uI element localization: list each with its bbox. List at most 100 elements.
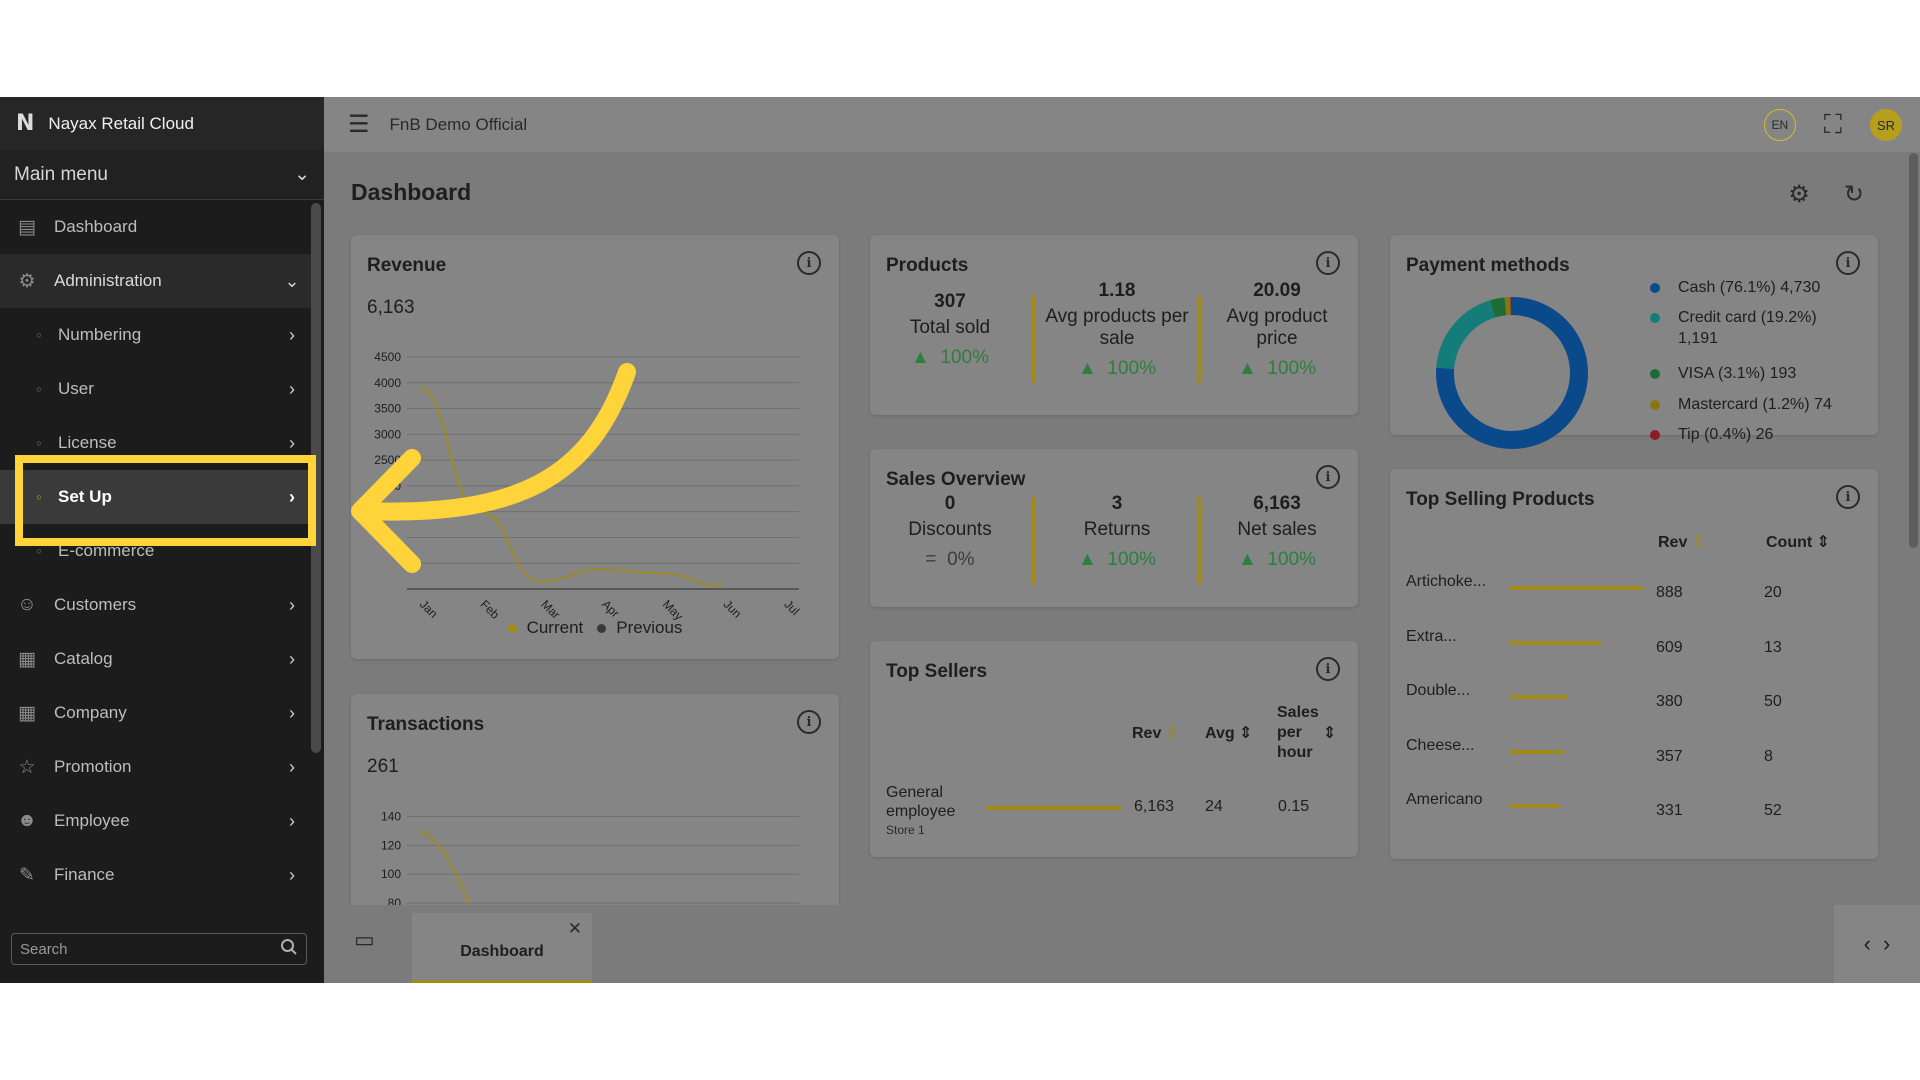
payment-legend-item[interactable]: Tip (0.4%) 26 [1650,424,1858,445]
metric-value: 3 [1111,493,1123,514]
fullscreen-icon[interactable]: ⛶ [1823,109,1842,139]
scrollbar-thumb[interactable] [1909,153,1918,548]
close-icon[interactable]: ✕ [567,919,582,938]
legend-label: Tip (0.4%) 26 [1678,426,1774,443]
sort-icon: ⇕ [1239,725,1253,742]
sidebar-item-numbering[interactable]: ○ Numbering › [0,308,312,362]
bullet-icon: ○ [36,492,42,502]
column-header-avg[interactable]: Avg ⇕ [1205,723,1253,743]
sidebar-item-employee[interactable]: ☻ Employee › [0,794,312,848]
sidebar-item-set-up[interactable]: ○ Set Up › [0,470,312,524]
transactions-total: 261 [367,756,399,777]
product-rev-bar [1510,804,1560,808]
card-title: Products [886,255,969,276]
info-icon[interactable]: i [797,251,821,275]
sidebar-item-user[interactable]: ○ User › [0,362,312,416]
catalog-icon: ▦ [18,648,36,670]
sidebar-item-label: Set Up [58,487,112,506]
dashboard-icon: ▤ [18,216,36,238]
sidebar-item-label: Finance [54,865,115,884]
organization-name[interactable]: FnB Demo Official [389,114,528,134]
sidebar-item-catalog[interactable]: ▦ Catalog › [0,632,312,686]
product-rev-bar [1510,640,1602,645]
main-scrollbar[interactable] [1906,153,1920,905]
sidebar-scrollbar[interactable] [311,203,321,753]
metric-pct: 100% [1107,358,1156,379]
brand[interactable]: N Nayax Retail Cloud [0,97,324,150]
legend-label: VISA (3.1%) 193 [1678,365,1797,382]
sidebar-item-license[interactable]: ○ License › [0,416,312,470]
chevron-right-icon: › [289,594,295,615]
app-window: N Nayax Retail Cloud Main menu ⌄ ▤ Dashb… [0,97,1920,983]
main-menu-label: Main menu [14,163,108,185]
product-rev: 357 [1656,747,1683,765]
legend-label: Credit card (19.2%) 1,191 [1678,309,1817,347]
metric-label: Net sales [1237,519,1317,540]
triangle-up-icon: ▲ [1238,549,1257,570]
chevron-right-icon[interactable]: › [1883,931,1891,956]
table-row[interactable]: Artichoke... 888 20 [1406,573,1846,603]
legend-previous[interactable]: Previous [597,618,682,638]
hamburger-menu-icon[interactable]: ☰ [348,111,370,138]
table-row[interactable]: Double... 380 50 [1406,682,1846,712]
sidebar-item-promotion[interactable]: ☆ Promotion › [0,740,312,794]
refresh-icon[interactable]: ↻ [1843,181,1864,208]
metric-change: ▲ 100% [878,347,1022,369]
product-rev: 380 [1656,693,1683,710]
chevron-left-icon[interactable]: ‹ [1863,931,1871,956]
column-header-count[interactable]: Count ⇕ [1766,532,1830,552]
sidebar-item-finance[interactable]: ✎ Finance › [0,848,312,902]
series-line-current[interactable] [418,387,723,588]
seller-store: Store 1 [886,823,925,837]
sidebar-item-dashboard[interactable]: ▤ Dashboard [0,200,312,254]
main-menu-toggle[interactable]: Main menu ⌄ [0,150,324,200]
sidebar-item-label: Promotion [54,757,132,776]
avatar[interactable]: SR [1870,109,1902,141]
info-icon[interactable]: i [1316,465,1340,489]
bullet-icon: ○ [36,546,42,556]
metric-pct: 100% [1107,549,1156,570]
metric-change: ▲ 100% [1038,549,1196,571]
column-header-sales-per-hour[interactable]: Sales per hour [1277,703,1322,763]
tab-dashboard[interactable]: Dashboard ✕ [412,913,592,983]
metric-total-sold: 307 Total sold ▲ 100% [878,291,1022,369]
chevron-right-icon: › [289,864,295,885]
payment-legend-item[interactable]: Credit card (19.2%) 1,191 [1650,307,1858,349]
gear-icon: ⚙ [18,270,36,292]
sidebar-item-company[interactable]: ▦ Company › [0,686,312,740]
metric-label: Total sold [909,317,991,338]
table-row[interactable]: Americano 331 52 [1406,791,1846,821]
series-line[interactable] [418,830,483,914]
sidebar-search-input[interactable]: Search [11,933,307,965]
sales-overview-card: Sales Overview i 0 Discounts = 0% 3 Retu… [870,449,1358,607]
info-icon[interactable]: i [797,710,821,734]
info-icon[interactable]: i [1836,485,1860,509]
column-header-rev[interactable]: Rev ⇕ [1132,723,1179,743]
settings-gear-icon[interactable]: ⚙ [1788,181,1810,208]
metric-pct: 0% [947,549,975,570]
donut-slice[interactable] [1436,297,1588,449]
metric-pct: 100% [1267,358,1316,379]
payment-legend-item[interactable]: Mastercard (1.2%) 74 [1650,394,1858,415]
sort-icon[interactable]: ⇕ [1323,725,1337,742]
chevron-down-icon: ⌄ [284,270,300,291]
info-icon[interactable]: i [1836,251,1860,275]
language-selector[interactable]: EN [1763,109,1796,141]
column-header-rev[interactable]: Rev ⇕ [1658,532,1705,552]
info-icon[interactable]: i [1316,251,1340,275]
table-row[interactable]: Extra... 609 13 [1406,628,1846,658]
sidebar-item-customers[interactable]: ☺ Customers › [0,578,312,632]
payment-legend-item[interactable]: VISA (3.1%) 193 [1650,363,1858,384]
info-icon[interactable]: i [1316,657,1340,681]
product-rev: 331 [1656,802,1683,819]
sidebar-item-administration[interactable]: ⚙ Administration ⌄ [0,254,312,308]
card-title: Top Selling Products [1406,489,1595,510]
windows-icon[interactable]: ▭ [354,927,375,952]
table-row[interactable]: Cheese... 357 8 [1406,737,1846,767]
customers-icon: ☺ [17,594,37,615]
legend-current[interactable]: Current [507,618,583,638]
payment-legend-item[interactable]: Cash (76.1%) 4,730 [1650,277,1858,298]
y-tick-label: 3000 [374,427,401,441]
product-rev-bar [1510,695,1568,699]
metric-label: Returns [1083,519,1151,540]
